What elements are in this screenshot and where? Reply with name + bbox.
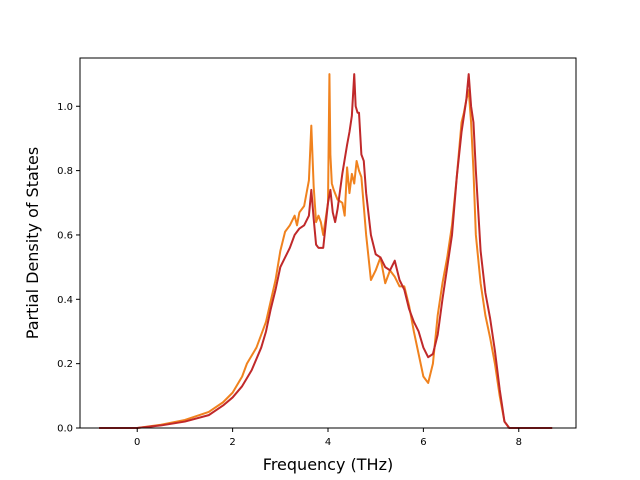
x-tick-label: 4 — [325, 437, 331, 448]
series-line-1 — [99, 73, 553, 429]
x-tick-label: 2 — [229, 437, 235, 448]
series-layer — [99, 73, 553, 429]
y-tick-label: 1.0 — [57, 102, 73, 113]
y-tick-label: 0.4 — [57, 295, 73, 306]
series-line-2 — [99, 73, 553, 429]
y-tick-label: 0.8 — [57, 166, 73, 177]
y-tick-label: 0.6 — [57, 230, 73, 241]
x-tick-label: 0 — [134, 437, 140, 448]
y-axis-label: Partial Density of States — [23, 147, 42, 339]
x-ticks: 0 2 4 6 8 — [134, 428, 522, 448]
y-ticks: 0.0 0.2 0.4 0.6 0.8 1.0 — [57, 102, 80, 435]
y-tick-label: 0.0 — [57, 424, 73, 435]
y-tick-label: 0.2 — [57, 359, 73, 370]
x-tick-label: 6 — [420, 437, 426, 448]
x-axis-label: Frequency (THz) — [263, 455, 393, 474]
x-tick-label: 8 — [516, 437, 522, 448]
